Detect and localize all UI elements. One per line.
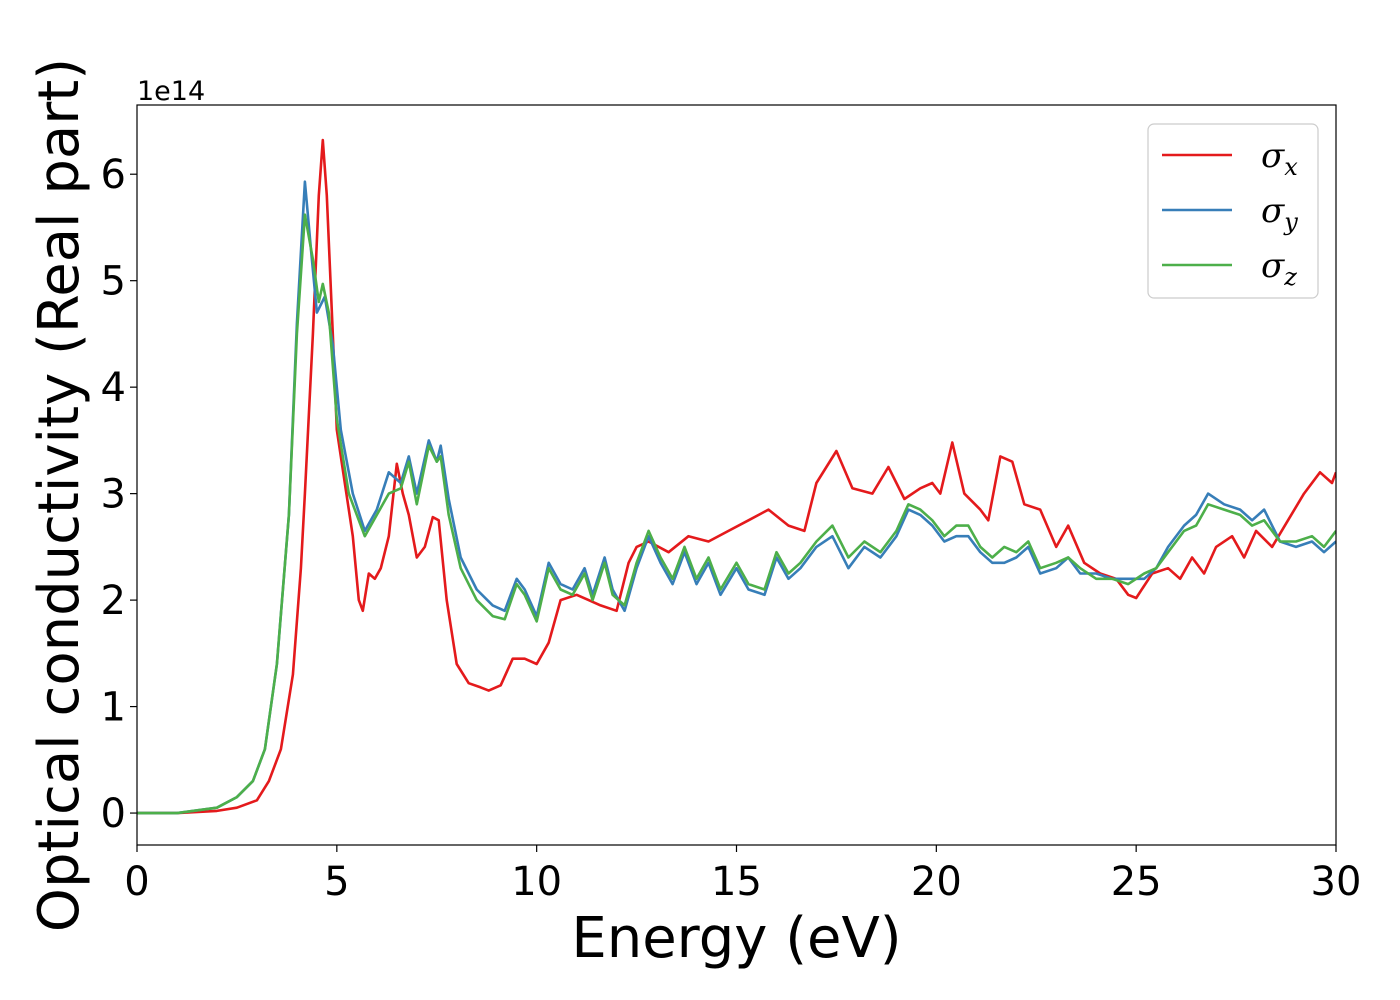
legend-box (1147, 123, 1319, 299)
y-axis-title: Optical conductivity (Real part) (27, 58, 92, 932)
series-line-sigma-y (137, 180, 1336, 815)
y-tick-label: 6 (101, 152, 126, 198)
y-scale-offset-label: 1e14 (137, 76, 205, 107)
x-tick-label: 20 (911, 859, 962, 905)
x-tick-label: 30 (1311, 859, 1362, 905)
series-line-sigma-z (137, 213, 1336, 815)
x-axis-title: Energy (eV) (571, 906, 901, 971)
legend: σx σy σz (1147, 123, 1319, 299)
y-tick-label: 2 (101, 578, 126, 624)
y-axis: 0 1 2 3 4 5 6 (101, 152, 137, 837)
x-tick-label: 5 (324, 859, 349, 905)
legend-label-sigma-z: σz (1261, 246, 1297, 291)
y-tick-label: 4 (101, 365, 126, 411)
y-tick-label: 3 (101, 472, 126, 518)
x-tick-label: 15 (711, 859, 762, 905)
x-tick-label: 0 (124, 859, 149, 905)
y-tick-label: 0 (101, 791, 126, 837)
x-tick-label: 25 (1111, 859, 1162, 905)
y-tick-label: 1 (101, 685, 126, 731)
x-tick-label: 10 (511, 859, 562, 905)
x-axis: 0 5 10 15 20 25 30 (124, 845, 1361, 905)
legend-label-sigma-y: σy (1261, 191, 1298, 236)
series-layer (137, 138, 1336, 815)
legend-label-sigma-x: σx (1261, 136, 1298, 181)
y-tick-label: 5 (101, 259, 126, 305)
